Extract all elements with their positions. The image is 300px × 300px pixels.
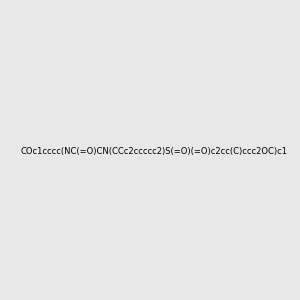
Text: COc1cccc(NC(=O)CN(CCc2ccccc2)S(=O)(=O)c2cc(C)ccc2OC)c1: COc1cccc(NC(=O)CN(CCc2ccccc2)S(=O)(=O)c2… (20, 147, 287, 156)
